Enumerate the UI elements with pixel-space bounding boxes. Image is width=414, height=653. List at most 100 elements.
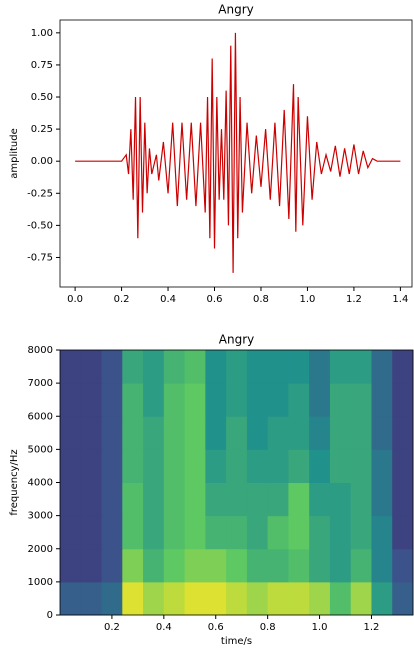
x-tick-label: 1.2 bbox=[364, 622, 380, 633]
heat-cell bbox=[143, 383, 165, 417]
heat-cell bbox=[267, 515, 289, 550]
heat-cell bbox=[80, 548, 103, 583]
x-tick-label: 0.6 bbox=[208, 622, 224, 633]
y-tick-label: 1.00 bbox=[31, 28, 53, 39]
heat-cell bbox=[246, 548, 269, 583]
y-tick-label: 0.50 bbox=[31, 92, 53, 103]
heat-cell bbox=[329, 515, 352, 550]
heat-cell bbox=[350, 416, 372, 450]
heat-cell bbox=[246, 482, 269, 517]
heat-cell bbox=[329, 482, 352, 517]
heat-cell bbox=[143, 515, 165, 550]
heat-cell bbox=[267, 581, 289, 616]
heat-cell bbox=[267, 383, 289, 417]
plot-frame bbox=[59, 19, 413, 288]
heat-cell bbox=[309, 350, 331, 384]
heat-cell bbox=[60, 581, 82, 616]
heat-cell bbox=[246, 383, 269, 417]
heat-cell bbox=[350, 515, 372, 550]
y-tick-label: 4000 bbox=[28, 478, 53, 489]
heat-cell bbox=[392, 350, 414, 384]
heat-cell bbox=[226, 383, 248, 417]
heat-cell bbox=[163, 581, 186, 616]
heat-cell bbox=[226, 482, 248, 517]
heat-cell bbox=[392, 482, 414, 517]
chart-title: Angry bbox=[219, 333, 254, 347]
y-tick-label: 0.00 bbox=[31, 156, 53, 167]
heat-cell bbox=[184, 548, 206, 583]
heat-cell bbox=[60, 350, 82, 384]
heat-cell bbox=[288, 482, 310, 517]
y-tick-label: 7000 bbox=[28, 378, 53, 389]
heat-cell bbox=[163, 449, 186, 483]
heat-cell bbox=[184, 515, 206, 550]
heat-cell bbox=[288, 515, 310, 550]
heat-cell bbox=[309, 581, 331, 616]
x-tick-label: 0.2 bbox=[114, 294, 130, 305]
heat-cell bbox=[371, 416, 393, 450]
heat-cell bbox=[163, 482, 186, 517]
heat-cell bbox=[122, 416, 144, 450]
heat-cell bbox=[80, 482, 103, 517]
heat-cell bbox=[392, 581, 414, 616]
heat-cell bbox=[226, 515, 248, 550]
heat-cell bbox=[60, 383, 82, 417]
x-tick-label: 0.0 bbox=[67, 294, 83, 305]
heat-cell bbox=[288, 548, 310, 583]
heat-cell bbox=[309, 515, 331, 550]
heat-cell bbox=[226, 416, 248, 450]
heat-cell bbox=[101, 581, 123, 616]
heat-cell bbox=[205, 416, 227, 450]
heat-cell bbox=[392, 383, 414, 417]
y-tick-label: 0 bbox=[47, 610, 53, 621]
x-tick-label: 0.4 bbox=[156, 622, 172, 633]
y-tick-label: 1000 bbox=[28, 577, 53, 588]
heat-cell bbox=[267, 416, 289, 450]
heat-cell bbox=[226, 581, 248, 616]
heat-cell bbox=[205, 515, 227, 550]
heat-cell bbox=[60, 482, 82, 517]
heat-cell bbox=[246, 581, 269, 616]
y-tick-label: 6000 bbox=[28, 411, 53, 422]
heat-cell bbox=[101, 383, 123, 417]
heat-cell bbox=[80, 449, 103, 483]
heat-cell bbox=[309, 416, 331, 450]
heat-cell bbox=[309, 449, 331, 483]
heat-cell bbox=[60, 416, 82, 450]
heat-cell bbox=[226, 449, 248, 483]
heat-cell bbox=[163, 350, 186, 384]
heat-cell bbox=[288, 416, 310, 450]
heat-cell bbox=[143, 581, 165, 616]
heat-cell bbox=[122, 449, 144, 483]
y-tick-label: -0.50 bbox=[27, 220, 53, 231]
waveform bbox=[75, 32, 401, 273]
heat-cell bbox=[205, 449, 227, 483]
heat-cell bbox=[122, 482, 144, 517]
heat-cell bbox=[309, 482, 331, 517]
heat-cell bbox=[392, 515, 414, 550]
heat-cell bbox=[163, 548, 186, 583]
heat-cell bbox=[205, 482, 227, 517]
heat-cell bbox=[267, 548, 289, 583]
heat-cell bbox=[101, 548, 123, 583]
heat-cell bbox=[80, 581, 103, 616]
y-tick-label: 8000 bbox=[28, 345, 53, 356]
heat-cell bbox=[122, 581, 144, 616]
heat-cell bbox=[205, 383, 227, 417]
heat-cell bbox=[184, 482, 206, 517]
heat-cell bbox=[329, 581, 352, 616]
heat-cell bbox=[60, 515, 82, 550]
heat-cell bbox=[371, 581, 393, 616]
heat-cell bbox=[205, 350, 227, 384]
heat-cell bbox=[122, 515, 144, 550]
chart-title: Angry bbox=[218, 3, 253, 17]
heat-cell bbox=[288, 350, 310, 384]
heat-cell bbox=[350, 581, 372, 616]
y-axis-label: amplitude bbox=[9, 128, 20, 179]
heat-cell bbox=[143, 416, 165, 450]
heat-cell bbox=[143, 350, 165, 384]
heat-cell bbox=[329, 449, 352, 483]
heat-cell bbox=[246, 416, 269, 450]
y-tick-label: 5000 bbox=[28, 444, 53, 455]
